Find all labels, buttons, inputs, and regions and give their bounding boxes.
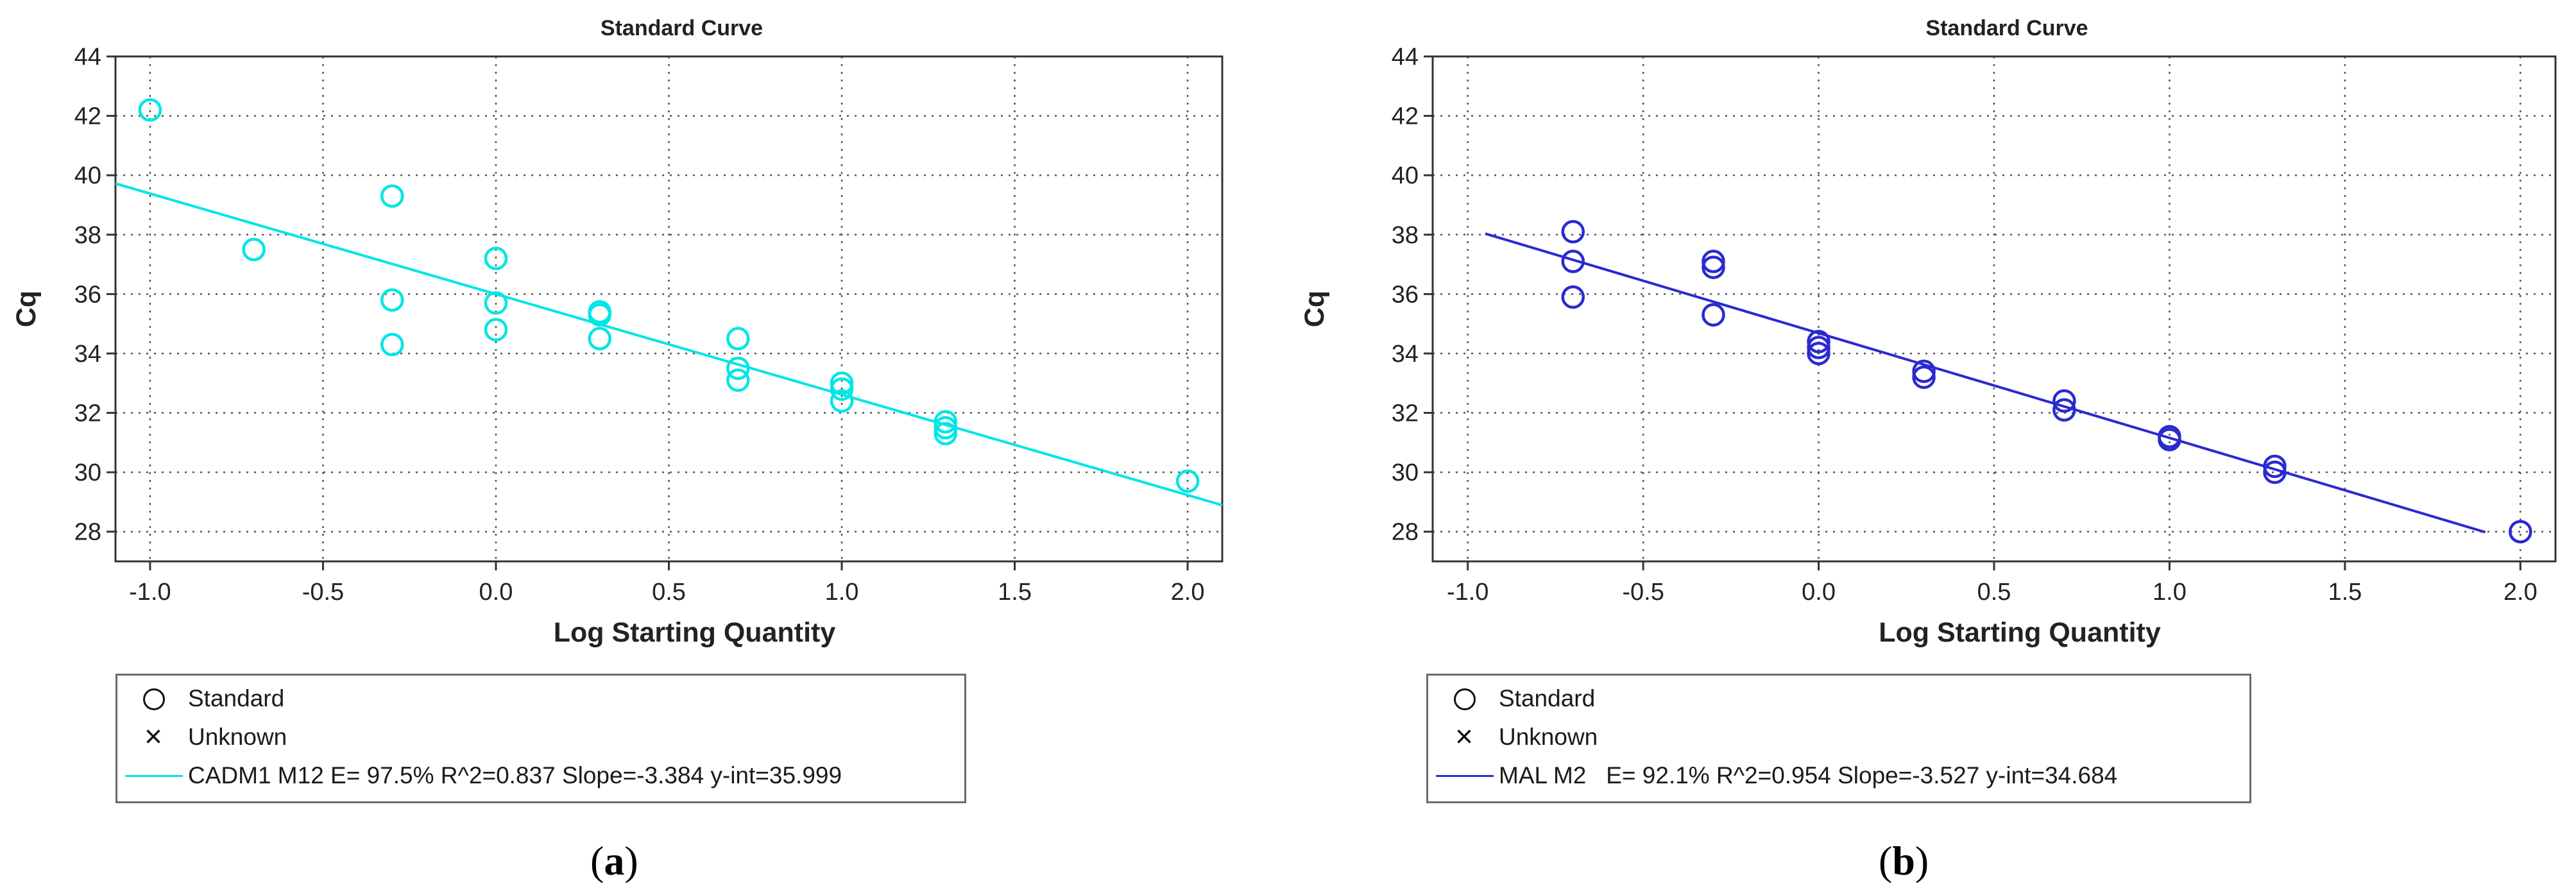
y-tick-label: 34	[74, 341, 101, 368]
x-tick-label: -1.0	[1447, 579, 1488, 606]
x-tick-label: 1.0	[825, 579, 859, 606]
data-point	[830, 389, 854, 413]
panel-label-b: (b)	[1879, 838, 1929, 883]
data-point	[1807, 336, 1830, 359]
y-tick-label: 30	[74, 459, 101, 486]
legend-entry-unknown: × Unknown	[1428, 718, 1598, 756]
legend-entry-fit: MAL M2 E= 92.1% R^2=0.954 Slope=-3.527 y…	[1428, 756, 2117, 795]
data-point	[726, 327, 750, 351]
y-tick-label: 36	[1392, 281, 1419, 308]
x-tick-label: -0.5	[302, 579, 344, 606]
legend-entry-unknown: × Unknown	[117, 718, 287, 756]
data-point	[1561, 219, 1585, 244]
panel-label-a: (a)	[590, 838, 638, 883]
chart-panel-b: -1.0 -0.5 0.0 0.5 1.0 1.5 2.0 28 30 32 34 36 38 40 42 4…	[1288, 0, 2576, 895]
legend-entry-standard: Standard	[117, 679, 284, 718]
chart-panel-a: -1.0 -0.5 0.0 0.5 1.0 1.5 2.0 28 30 32 34 36 38 40 42 4…	[11, 16, 1224, 883]
data-point	[588, 327, 611, 351]
x-marker-icon: ×	[1454, 720, 1474, 754]
x-tick-label: 0.0	[479, 579, 513, 606]
legend-a: Standard × Unknown CADM1 M12 E= 97.5% R^…	[115, 674, 966, 803]
y-tick-label: 32	[74, 400, 101, 427]
fit-line-icon	[1436, 775, 1494, 777]
chart-title: Standard Curve	[1925, 16, 2088, 40]
circle-marker-icon	[143, 688, 165, 710]
data-point	[138, 98, 162, 122]
y-tick-label: 30	[1392, 459, 1419, 486]
data-point	[2509, 520, 2532, 543]
y-axis-label: Cq	[1299, 291, 1330, 327]
regression-line	[115, 182, 1223, 507]
y-tick-label: 40	[74, 162, 101, 189]
data-point	[934, 410, 957, 434]
data-point	[726, 356, 750, 380]
data-point	[1175, 469, 1200, 493]
data-point	[2263, 460, 2287, 484]
data-point	[2263, 454, 2287, 479]
chart-title: Standard Curve	[601, 16, 763, 40]
x-tick-label: 2.0	[1171, 579, 1205, 606]
data-point	[1807, 341, 1830, 366]
x-tick-label: -1.0	[129, 579, 171, 606]
data-point	[726, 368, 750, 392]
data-point	[1561, 285, 1585, 309]
y-tick-label: 42	[74, 103, 101, 130]
plot-area	[1433, 56, 2555, 561]
x-tick-label: 1.5	[2328, 579, 2362, 606]
y-tick-label: 28	[74, 519, 101, 546]
y-tick-label: 36	[74, 281, 101, 308]
y-tick-label: 44	[74, 44, 101, 71]
data-point	[1912, 359, 1936, 383]
data-point	[380, 184, 404, 208]
y-tick-label: 38	[74, 222, 101, 249]
data-point	[1702, 250, 1725, 273]
data-point	[484, 291, 508, 315]
y-tick-label: 34	[1392, 341, 1419, 368]
data-point	[830, 377, 854, 401]
x-tick-label: 0.5	[1977, 579, 2011, 606]
x-tick-label: 1.5	[998, 579, 1032, 606]
data-point	[1702, 255, 1725, 279]
y-tick-label: 40	[1392, 162, 1419, 189]
x-axis-label: Log Starting Quantity	[1879, 617, 2161, 648]
circle-marker-icon	[1454, 688, 1476, 710]
data-point	[934, 416, 957, 439]
x-axis-label: Log Starting Quantity	[554, 617, 836, 648]
standard-curve-chart-b: -1.0 -0.5 0.0 0.5 1.0 1.5 2.0 28 30 32 34 36 38 40 42 4…	[1299, 16, 2557, 648]
data-point	[1807, 330, 1830, 354]
data-point	[1561, 250, 1585, 273]
regression-line	[1485, 232, 2486, 534]
data-point	[2052, 389, 2076, 413]
data-point	[934, 422, 957, 446]
legend-entry-standard: Standard	[1428, 679, 1595, 718]
data-point	[588, 303, 611, 327]
data-point	[2052, 398, 2076, 422]
data-point	[242, 237, 266, 262]
data-point	[484, 246, 508, 271]
standard-curve-chart-a: -1.0 -0.5 0.0 0.5 1.0 1.5 2.0 28 30 32 34 36 38 40 42 4…	[11, 16, 1224, 648]
x-tick-label: 2.0	[2503, 579, 2538, 606]
data-point	[1912, 365, 1936, 389]
y-tick-label: 32	[1392, 400, 1419, 427]
x-marker-icon: ×	[144, 720, 163, 754]
data-point	[380, 332, 404, 357]
data-point	[1702, 303, 1725, 327]
x-tick-label: -0.5	[1622, 579, 1664, 606]
legend-entry-fit: CADM1 M12 E= 97.5% R^2=0.837 Slope=-3.38…	[117, 756, 842, 795]
fit-line-icon	[125, 775, 183, 777]
y-tick-label: 38	[1392, 222, 1419, 249]
x-tick-label: 0.0	[1802, 579, 1836, 606]
legend-b: Standard × Unknown MAL M2 E= 92.1% R^2=0…	[1426, 674, 2251, 803]
y-tick-label: 44	[1392, 44, 1419, 71]
data-point	[380, 288, 404, 312]
y-axis-label: Cq	[11, 291, 42, 327]
x-tick-label: 1.0	[2153, 579, 2187, 606]
x-tick-label: 0.5	[652, 579, 686, 606]
data-point	[2158, 427, 2181, 452]
y-tick-label: 28	[1392, 519, 1419, 546]
plot-area	[115, 56, 1222, 561]
data-point	[484, 318, 508, 342]
y-tick-label: 42	[1392, 103, 1419, 130]
data-point	[830, 371, 854, 395]
